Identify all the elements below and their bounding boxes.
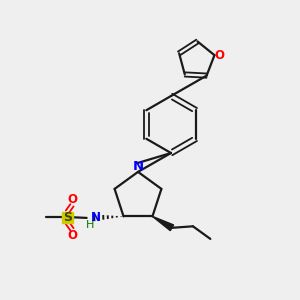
- Text: O: O: [67, 193, 77, 206]
- Text: O: O: [215, 49, 225, 62]
- Bar: [62, 212, 73, 223]
- Polygon shape: [152, 216, 174, 231]
- Text: H: H: [86, 220, 95, 230]
- Text: O: O: [67, 229, 77, 242]
- Text: S: S: [63, 211, 72, 224]
- Text: N: N: [91, 211, 100, 224]
- Text: N: N: [132, 160, 144, 173]
